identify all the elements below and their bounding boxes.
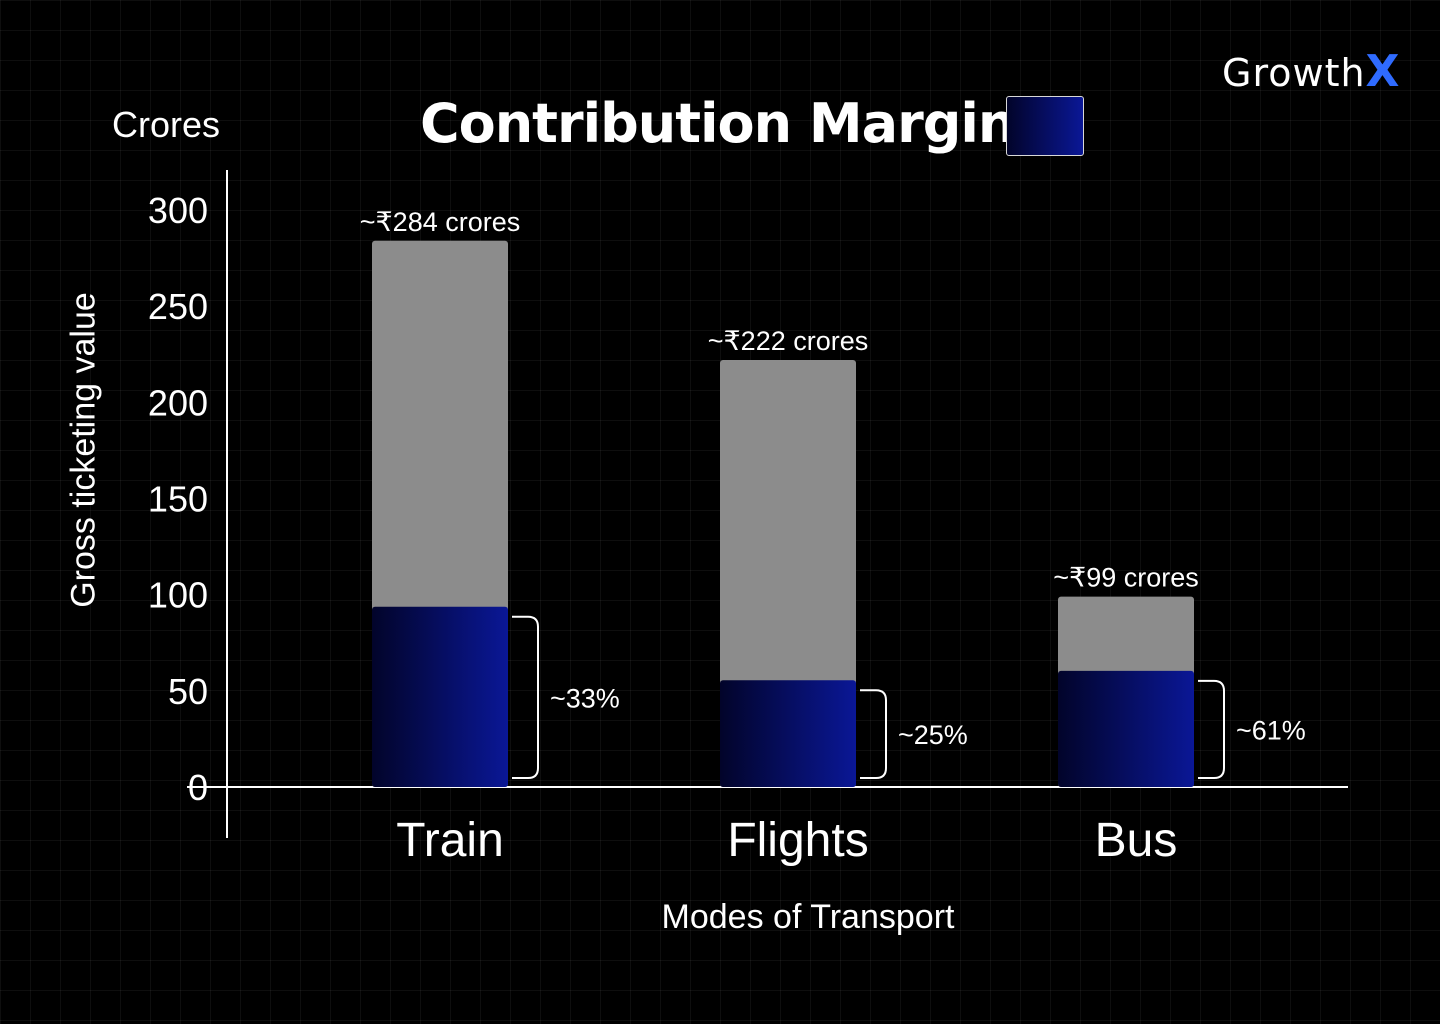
data-label-margin-percent: ~25% xyxy=(898,720,968,750)
x-tick-label: Train xyxy=(396,814,504,867)
y-tick-label: 150 xyxy=(148,479,208,520)
data-label-total: ~₹99 crores xyxy=(1053,563,1199,593)
y-tick-label: 200 xyxy=(148,382,208,423)
x-axis-label: Modes of Transport xyxy=(661,898,955,936)
bar-margin-flights xyxy=(720,680,856,787)
data-label-total: ~₹284 crores xyxy=(360,207,521,237)
margin-bracket xyxy=(1198,679,1225,779)
brand-name: Growth xyxy=(1222,51,1366,95)
chart-title: Contribution Margin xyxy=(420,92,1016,155)
legend-swatch-contribution-margin xyxy=(1006,96,1084,156)
bar-margin-train xyxy=(372,606,508,787)
brand-logo: GrowthX xyxy=(1222,46,1400,97)
y-tick-label: 50 xyxy=(168,671,208,712)
margin-bracket xyxy=(860,689,887,779)
x-tick-label: Bus xyxy=(1095,814,1178,867)
y-tick-label: 300 xyxy=(148,190,208,231)
data-label-margin-percent: ~61% xyxy=(1236,715,1306,745)
y-tick-label: 0 xyxy=(188,767,208,808)
data-label-margin-percent: ~33% xyxy=(550,683,620,713)
x-tick-label: Flights xyxy=(727,814,868,867)
units-label: Crores xyxy=(112,104,221,145)
data-label-total: ~₹222 crores xyxy=(708,326,869,356)
bar-margin-bus xyxy=(1058,670,1194,787)
y-tick-label: 250 xyxy=(148,286,208,327)
brand-accent: X xyxy=(1365,46,1401,97)
margin-bracket xyxy=(512,615,539,779)
y-tick-label: 100 xyxy=(148,575,208,616)
